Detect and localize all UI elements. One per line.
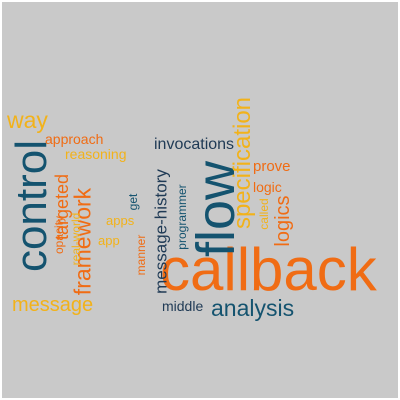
word-logics: logics (272, 195, 294, 247)
word-way: way (7, 107, 48, 133)
word-app: app (98, 233, 120, 248)
word-manner: manner (134, 234, 148, 276)
word-message: message (12, 294, 94, 316)
word-reasoning: reasoning (65, 146, 127, 162)
word-called: called (257, 198, 271, 230)
word-invocations: invocations (154, 136, 235, 153)
word-opacity: opacity (52, 215, 66, 255)
word-apps: apps (106, 213, 135, 228)
word-get: get (126, 193, 140, 211)
word-message-history: message-history (151, 169, 171, 294)
word-programmer: programmer (175, 184, 189, 250)
word-logic: logic (253, 179, 282, 195)
word-prove: prove (253, 158, 291, 175)
word-real-world: real-world (69, 212, 83, 266)
word-callback: callback (160, 236, 377, 303)
word-analysis: analysis (211, 295, 295, 321)
word-control: control (7, 139, 56, 273)
word-middle: middle (162, 298, 204, 314)
word-specification: specification (229, 96, 256, 230)
word-approach: approach (45, 131, 104, 147)
